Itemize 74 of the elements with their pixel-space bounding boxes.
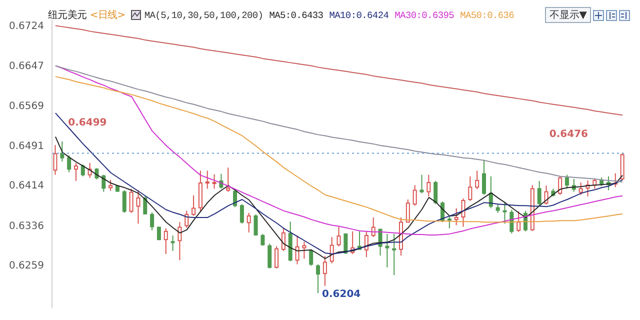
y-tick-label: 0.6336 (9, 220, 44, 232)
candlestick (268, 243, 272, 269)
candlestick (108, 179, 113, 192)
chart-title: 纽元美元 (48, 8, 87, 22)
candlestick (412, 184, 417, 206)
annotation: MA(5,10,30,50,100,200) (144, 10, 264, 20)
y-tick-label: 0.6414 (9, 180, 44, 192)
candlestick (475, 170, 480, 190)
candlestick (454, 208, 458, 226)
text: MA30:0.6395 (394, 10, 454, 20)
candlestick (537, 180, 542, 206)
y-tick-label: 0.6724 (9, 21, 44, 32)
candlestick (102, 174, 106, 192)
candlestick (53, 144, 58, 176)
candlestick (254, 214, 258, 236)
annotation: 0.6476 (549, 129, 588, 140)
candlestick (67, 154, 72, 173)
candlestick (322, 256, 327, 286)
candlestick (295, 234, 300, 265)
candlestick (364, 230, 368, 258)
candlestick (129, 188, 134, 214)
candlestick (192, 194, 196, 216)
candlestick (178, 222, 182, 261)
candlestick (233, 190, 238, 208)
candlestick (447, 215, 452, 229)
candlestick (80, 164, 85, 177)
candlestick (309, 248, 314, 266)
candlestick (212, 174, 216, 190)
candlestick (274, 246, 279, 269)
chart-subtitle: <日线> (90, 8, 126, 22)
candlestick (564, 174, 569, 190)
candlestick (385, 233, 390, 268)
candlestick (336, 226, 341, 247)
candlestick (184, 210, 189, 228)
candlestick (426, 174, 431, 197)
text: MA50:0.636 (460, 10, 514, 20)
candlestick (461, 198, 466, 228)
annotation: 不显示▼ (545, 7, 591, 23)
candlestick (122, 190, 126, 214)
candlestick (226, 167, 230, 192)
text: MA5:0.6433 (269, 10, 324, 20)
candlestick (516, 210, 521, 232)
candlestick (420, 174, 424, 194)
candlestick (578, 182, 583, 196)
candlestick (150, 212, 154, 231)
annotation: 0.6499 (68, 117, 107, 128)
candlestick (164, 228, 168, 254)
y-tick-label: 0.6569 (9, 100, 44, 112)
candlestick (143, 196, 148, 215)
candlestick (74, 162, 78, 182)
candlestick (510, 209, 514, 234)
y-tick-label: 0.6259 (9, 260, 44, 272)
candlestick (302, 241, 306, 260)
candlestick (205, 170, 210, 190)
text: MA10:0.6424 (329, 10, 389, 20)
candlestick (260, 233, 265, 246)
y-tick-label: 0.6647 (9, 60, 44, 72)
candlestick (482, 159, 486, 196)
candlestick (156, 226, 161, 241)
candlestick (136, 190, 140, 224)
candlestick (502, 202, 507, 224)
candlestick (60, 140, 64, 162)
candlestick (240, 204, 244, 224)
candlestick (316, 264, 320, 294)
candlestick (281, 228, 286, 252)
candlestick (246, 212, 251, 233)
line-series (54, 25, 624, 116)
candlestick (468, 176, 472, 202)
candlestick (392, 233, 396, 276)
y-tick-label: 0.6491 (9, 141, 44, 152)
candlestick (434, 180, 438, 205)
candlestick (558, 176, 562, 196)
candlestick (170, 234, 175, 252)
annotation: 0.6204 (322, 289, 361, 300)
